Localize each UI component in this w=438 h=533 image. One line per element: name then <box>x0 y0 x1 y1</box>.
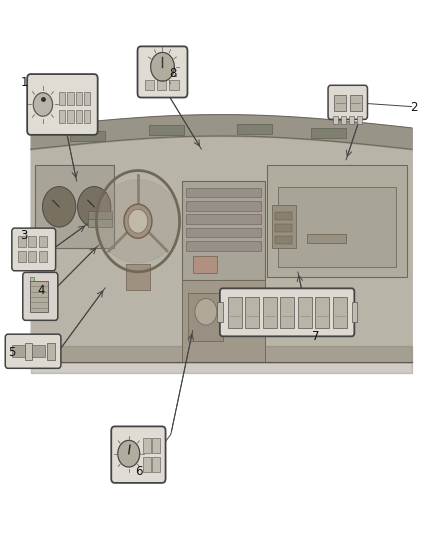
Bar <box>152 457 160 472</box>
Bar <box>152 438 160 453</box>
Bar <box>307 234 346 243</box>
Bar <box>143 438 151 453</box>
Text: 2: 2 <box>410 101 418 114</box>
Bar <box>84 92 90 105</box>
FancyBboxPatch shape <box>220 288 354 336</box>
Bar <box>186 214 261 224</box>
Bar <box>352 302 357 322</box>
Bar <box>311 128 346 138</box>
Bar <box>333 116 338 124</box>
FancyBboxPatch shape <box>328 85 367 119</box>
Bar <box>275 212 292 220</box>
Bar <box>298 297 312 328</box>
Polygon shape <box>33 93 53 116</box>
Bar <box>275 236 292 244</box>
Bar <box>59 110 65 123</box>
Bar <box>149 125 184 135</box>
Bar <box>18 251 26 262</box>
Bar <box>333 297 347 328</box>
Bar <box>59 92 65 105</box>
Text: 3: 3 <box>21 229 28 242</box>
Bar <box>47 343 55 360</box>
Bar <box>88 211 112 219</box>
Bar <box>169 80 179 90</box>
Text: 6: 6 <box>135 465 143 478</box>
FancyBboxPatch shape <box>5 334 61 368</box>
Bar <box>275 224 292 232</box>
Bar <box>349 116 354 124</box>
Bar <box>67 110 74 123</box>
FancyBboxPatch shape <box>111 426 166 483</box>
Bar <box>186 188 261 197</box>
Bar <box>357 116 362 124</box>
Bar <box>35 165 114 248</box>
Bar <box>278 187 396 266</box>
Circle shape <box>195 298 217 325</box>
Bar <box>193 256 217 273</box>
Polygon shape <box>151 52 174 81</box>
Bar <box>143 457 151 472</box>
Bar <box>186 241 261 251</box>
Bar <box>157 80 166 90</box>
Bar <box>76 92 82 105</box>
Bar <box>350 95 362 111</box>
Bar <box>28 236 36 247</box>
Bar <box>217 302 223 322</box>
Bar <box>88 216 112 227</box>
Bar <box>188 293 223 341</box>
Bar <box>76 110 82 123</box>
Polygon shape <box>96 180 180 263</box>
Bar <box>28 251 36 262</box>
Bar <box>84 110 90 123</box>
Bar <box>237 124 272 134</box>
Bar <box>272 205 296 248</box>
Bar <box>12 345 45 357</box>
Bar <box>263 297 277 328</box>
Bar <box>25 343 32 360</box>
Bar <box>30 277 34 281</box>
Circle shape <box>128 209 148 233</box>
Bar <box>334 95 346 111</box>
Bar <box>182 181 265 280</box>
FancyBboxPatch shape <box>27 74 98 135</box>
Text: 1: 1 <box>20 76 28 89</box>
Circle shape <box>78 187 111 227</box>
FancyBboxPatch shape <box>138 46 187 98</box>
Bar <box>341 116 346 124</box>
Polygon shape <box>118 440 140 467</box>
Bar <box>70 131 105 141</box>
FancyBboxPatch shape <box>23 272 58 320</box>
Circle shape <box>42 187 76 227</box>
Bar <box>315 297 329 328</box>
FancyBboxPatch shape <box>12 228 56 271</box>
Bar <box>39 251 47 262</box>
Bar <box>67 92 74 105</box>
Bar <box>186 201 261 211</box>
Bar <box>30 281 48 312</box>
Bar <box>126 264 150 290</box>
Text: 7: 7 <box>311 330 319 343</box>
Bar <box>245 297 259 328</box>
Bar <box>145 80 154 90</box>
Text: 5: 5 <box>9 346 16 359</box>
Bar <box>39 236 47 247</box>
Bar <box>18 236 26 247</box>
Circle shape <box>124 204 152 238</box>
Bar <box>228 297 242 328</box>
Bar <box>186 228 261 237</box>
Text: 8: 8 <box>170 67 177 80</box>
Bar <box>182 280 265 362</box>
Bar <box>280 297 294 328</box>
Bar <box>267 165 407 277</box>
Text: 4: 4 <box>38 284 46 297</box>
